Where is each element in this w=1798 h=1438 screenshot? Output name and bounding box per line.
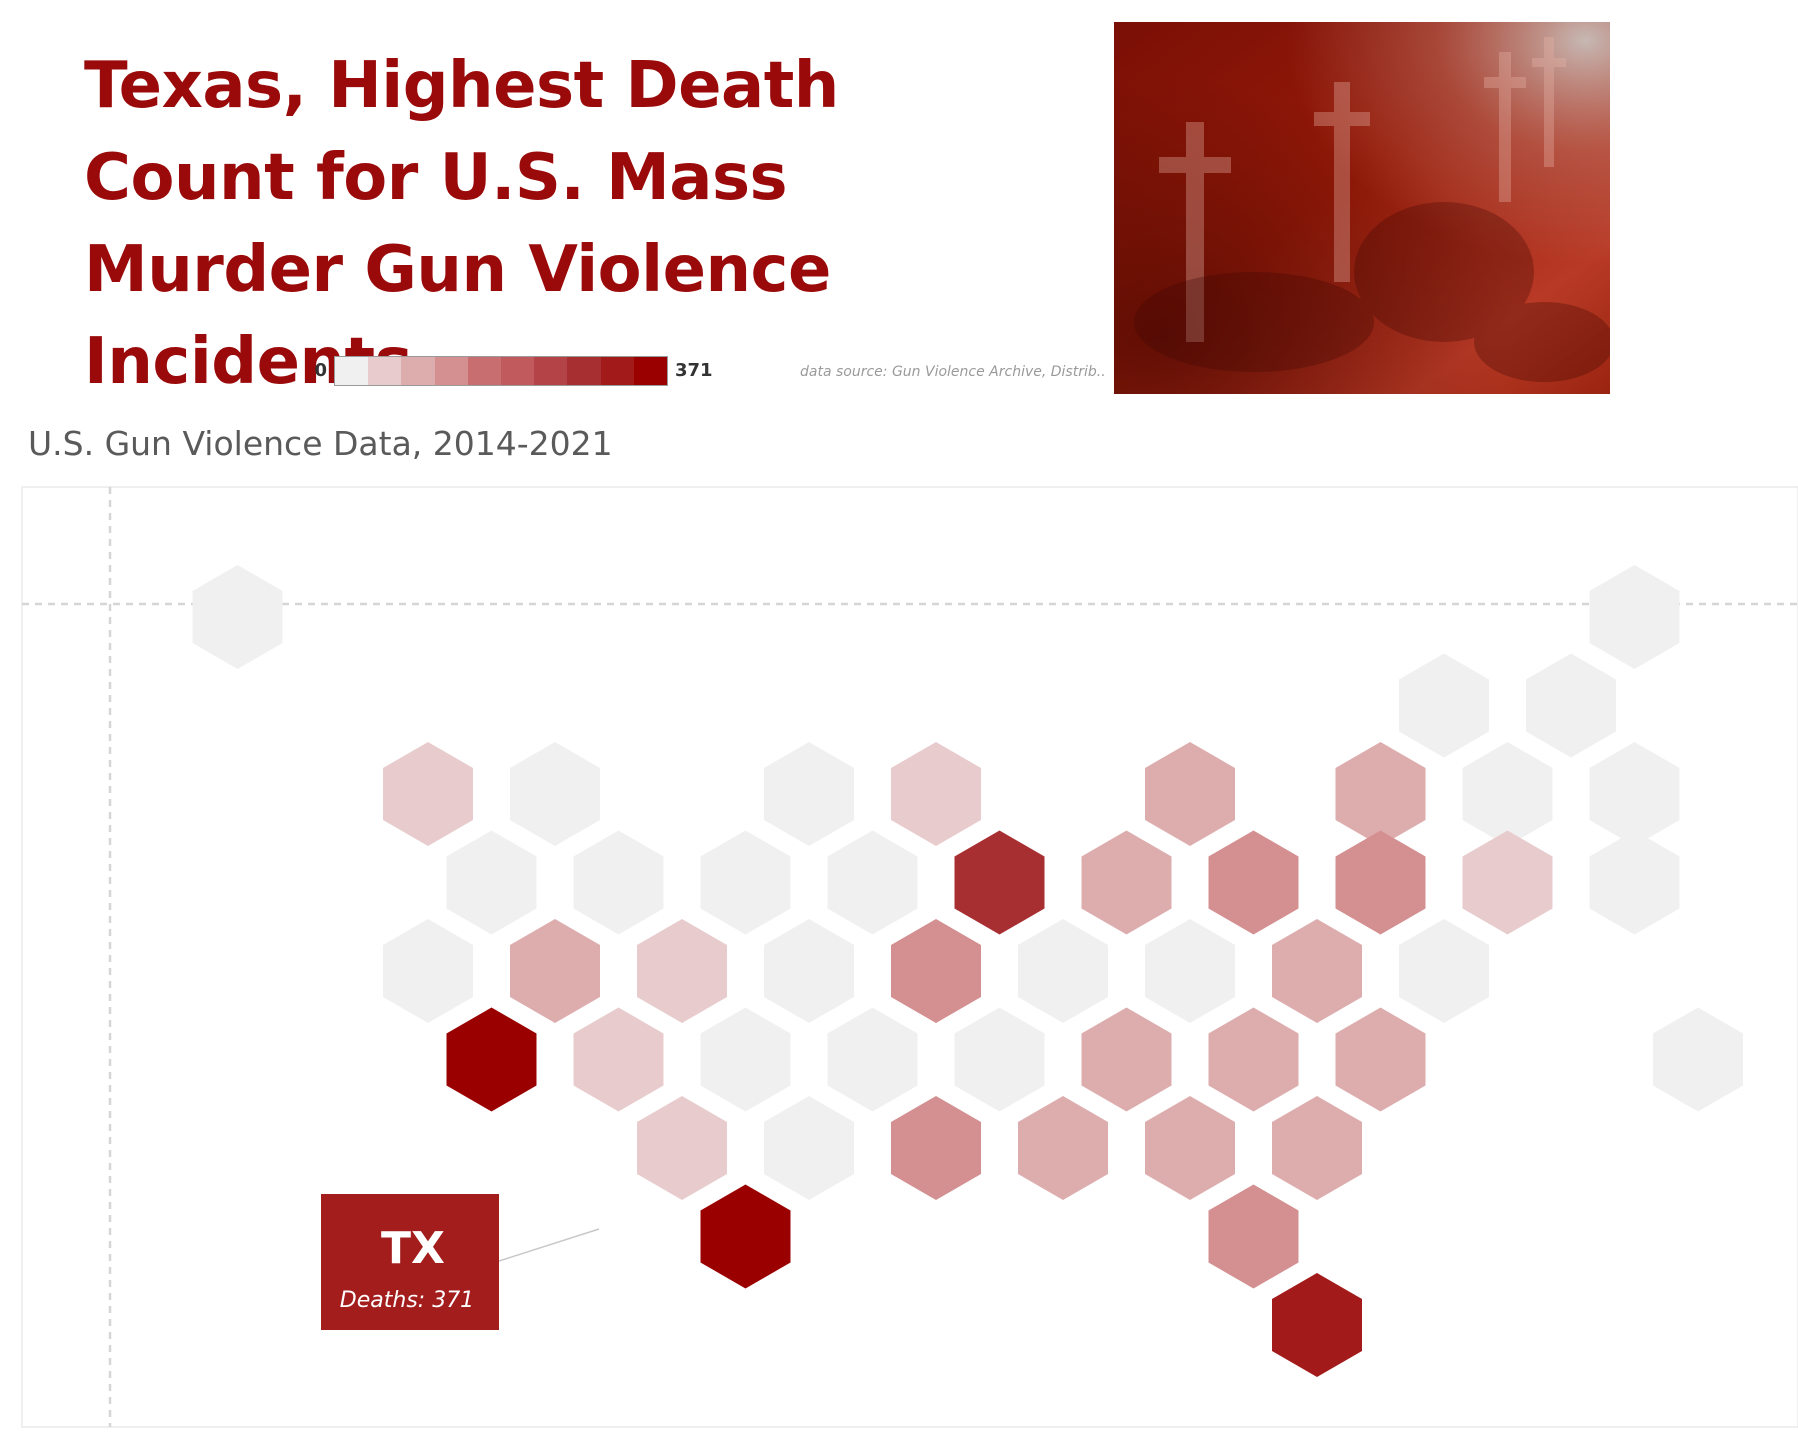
hex-tile[interactable] (891, 919, 981, 1023)
hex-tile[interactable] (446, 1007, 537, 1112)
hex-tile[interactable] (1145, 1096, 1235, 1200)
hex-tile[interactable] (1272, 919, 1362, 1023)
legend-swatch-8 (600, 357, 634, 385)
hex-tile[interactable] (1272, 1096, 1362, 1200)
hex-tile[interactable] (764, 919, 854, 1023)
hex-tile[interactable] (1399, 653, 1489, 758)
callout-deaths: Deaths: 371 (340, 1288, 474, 1313)
hex-tile[interactable] (700, 830, 791, 935)
hex-tile-tx[interactable] (700, 1184, 791, 1289)
hex-tile[interactable] (1399, 919, 1489, 1023)
hex-tile[interactable] (1589, 830, 1680, 935)
hex-tile[interactable] (1081, 830, 1172, 935)
legend-swatch-5 (501, 357, 535, 385)
hex-tile[interactable] (637, 919, 727, 1023)
tx-callout: TX Deaths: 371 (321, 1194, 499, 1330)
legend-swatch-1 (368, 357, 402, 385)
hex-tile[interactable] (1208, 830, 1299, 935)
hex-tile[interactable] (1589, 742, 1680, 846)
legend-swatch-7 (567, 357, 601, 385)
hex-tile[interactable] (1462, 742, 1553, 846)
hex-tile[interactable] (1589, 565, 1680, 669)
callout-box (321, 1194, 499, 1330)
source-note: data source: Gun Violence Archive, Distr… (800, 364, 1106, 380)
hex-tile[interactable] (700, 1007, 791, 1112)
hex-tile[interactable] (510, 742, 600, 846)
hex-tile[interactable] (1335, 742, 1426, 846)
hex-tile[interactable] (764, 742, 854, 846)
hex-tile[interactable] (637, 1096, 727, 1200)
hex-tile[interactable] (1462, 830, 1553, 935)
legend-swatch-0 (335, 357, 369, 385)
hex-tile[interactable] (1526, 653, 1616, 758)
memorial-photo-icon (1114, 22, 1610, 394)
hex-tile[interactable] (1145, 742, 1235, 846)
page-title: Texas, Highest Death Count for U.S. Mass… (84, 49, 839, 399)
callout-state: TX (381, 1223, 445, 1274)
hex-tile[interactable] (1335, 1007, 1426, 1112)
legend-swatch-9 (633, 357, 668, 385)
hex-tile[interactable] (1081, 1007, 1172, 1112)
legend-min-label: 0 (314, 360, 327, 381)
hex-tile[interactable] (827, 1007, 918, 1112)
hex-tile[interactable] (891, 742, 981, 846)
hex-tile[interactable] (1653, 1007, 1743, 1112)
hex-tile[interactable] (954, 830, 1045, 935)
memorial-photo (1114, 22, 1610, 394)
hex-tile[interactable] (954, 1007, 1045, 1112)
map-frame (21, 486, 1798, 1428)
hex-tile[interactable] (573, 830, 664, 935)
legend-color-bar (334, 356, 668, 386)
hex-tile[interactable] (1208, 1007, 1299, 1112)
hex-tile[interactable] (1018, 919, 1108, 1023)
hex-tile[interactable] (383, 742, 473, 846)
map-subtitle: U.S. Gun Violence Data, 2014-2021 (28, 424, 613, 463)
legend-swatch-6 (534, 357, 568, 385)
hex-tile[interactable] (1145, 919, 1235, 1023)
hex-tile[interactable] (446, 830, 537, 935)
hex-tile[interactable] (764, 1096, 854, 1200)
hex-tile[interactable] (573, 1007, 664, 1112)
hex-tile[interactable] (383, 919, 473, 1023)
legend-swatch-4 (467, 357, 502, 385)
hex-tile[interactable] (1272, 1273, 1362, 1377)
hex-tile[interactable] (1208, 1184, 1299, 1289)
hex-tile[interactable] (1018, 1096, 1108, 1200)
hex-tile[interactable] (1335, 830, 1426, 935)
hex-tile[interactable] (891, 1096, 981, 1200)
legend-swatch-2 (401, 357, 435, 385)
hex-tile[interactable] (827, 830, 918, 935)
legend-swatch-3 (434, 357, 468, 385)
hex-layer (192, 565, 1743, 1377)
hex-tile[interactable] (192, 565, 283, 669)
hex-tile[interactable] (510, 919, 600, 1023)
legend-max-label: 371 (675, 360, 713, 381)
callout-leader-line (498, 1228, 600, 1262)
